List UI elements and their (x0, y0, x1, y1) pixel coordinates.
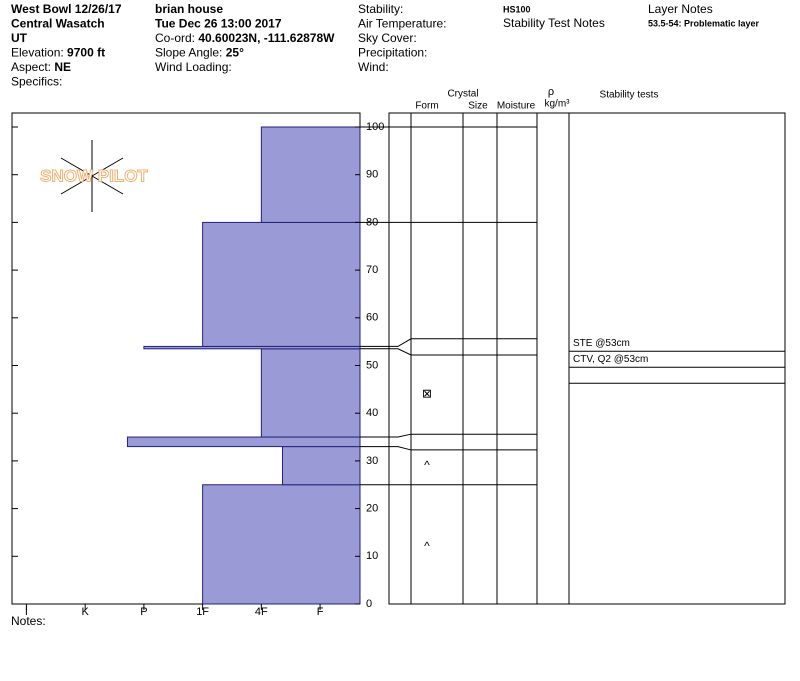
field-label: Aspect: (11, 60, 54, 74)
y-tick-label: 10 (366, 550, 378, 562)
hardness-layer (260, 348, 361, 438)
column-lines (410, 113, 570, 604)
header-field: Tue Dec 26 13:00 2017 (155, 17, 282, 31)
layer-boundary (389, 338, 537, 347)
header-field: West Bowl 12/26/17 (11, 2, 122, 16)
layer-boundary (389, 446, 537, 451)
hardness-layer (126, 436, 361, 448)
field-label: Tue Dec 26 13:00 2017 (155, 17, 282, 31)
hs: HS100 (503, 4, 531, 14)
field-label: Co-ord: (155, 31, 198, 45)
field-label: UT (11, 31, 28, 45)
header-stability-tests: Stability tests (600, 90, 659, 101)
field-label: Slope Angle: (155, 46, 226, 60)
field-value: 25° (226, 46, 244, 60)
logo (60, 140, 124, 212)
field-label: Central Wasatch (11, 17, 105, 31)
header-density: kg/m³ (545, 99, 571, 110)
field-value: 9700 ft (67, 46, 105, 60)
notes: Notes: (11, 614, 46, 628)
header-field: Central Wasatch (11, 17, 105, 31)
header-size: Size (468, 101, 488, 112)
y-tick-label: 70 (366, 264, 378, 276)
table-frame (388, 112, 786, 605)
field-label: brian house (155, 2, 223, 16)
field-label: Elevation: (11, 46, 67, 60)
stability-test: CTV, Q2 @53cm (573, 354, 648, 365)
header-field: Wind Loading: (155, 60, 232, 74)
grain-symbol: ⊠ (422, 386, 432, 400)
y-tick-label: 90 (366, 169, 378, 181)
hardness-layer (281, 446, 361, 486)
field-value: 40.60023N, -111.62878W (198, 31, 335, 45)
layer-notes-title: Layer Notes (648, 2, 713, 16)
x-tick-label: K (81, 606, 89, 618)
stability-test-notes: Stability Test Notes (503, 16, 605, 30)
header-field: Co-ord: 40.60023N, -111.62878W (155, 31, 335, 45)
grain-symbol: ^ (424, 458, 430, 472)
hardness-layer (202, 484, 361, 605)
header-field: Precipitation: (358, 46, 427, 60)
hardness-layer (260, 126, 361, 223)
layer-boundary (389, 433, 537, 438)
layer-boundary (389, 348, 537, 356)
header-field: Wind: (358, 60, 389, 74)
logo-text: SNOW PILOT (40, 166, 148, 185)
layer-note: 53.5-54: Problematic layer (648, 18, 760, 28)
header-field: Specifics: (11, 75, 62, 89)
x-tick-label: F (317, 606, 324, 618)
x-tick-label: I (25, 606, 28, 618)
x-tick-label: 4F (255, 606, 268, 618)
y-tick-label: 60 (366, 312, 378, 324)
y-tick-label: 20 (366, 503, 378, 515)
y-tick-label: 30 (366, 455, 378, 467)
header-field: Sky Cover: (358, 31, 417, 45)
header-field: Air Temperature: (358, 17, 446, 31)
y-tick-label: 50 (366, 359, 378, 371)
grain-symbol: ^ (424, 539, 430, 553)
field-value: NE (54, 60, 71, 74)
header-crystal: Crystal (447, 89, 478, 100)
header-field: brian house (155, 2, 223, 16)
y-tick-label: 0 (366, 598, 372, 610)
field-label: West Bowl 12/26/17 (11, 2, 122, 16)
header-field: UT (11, 31, 28, 45)
x-tick-label: 1F (196, 606, 209, 618)
stability-test: STE @53cm (573, 338, 630, 349)
header-field: Stability: (358, 2, 403, 16)
header-moisture: Moisture (497, 101, 536, 112)
field-label: Specifics: (11, 75, 62, 89)
header-form: Form (415, 101, 438, 112)
hardness-layer (202, 221, 361, 347)
x-tick-label: P (140, 606, 147, 618)
field-label: Wind Loading: (155, 60, 232, 74)
header-field: Slope Angle: 25° (155, 46, 244, 60)
header-rho: ρ (548, 86, 554, 98)
header-field: Elevation: 9700 ft (11, 46, 105, 60)
y-tick-label: 40 (366, 407, 378, 419)
header-field: Aspect: NE (11, 60, 71, 74)
